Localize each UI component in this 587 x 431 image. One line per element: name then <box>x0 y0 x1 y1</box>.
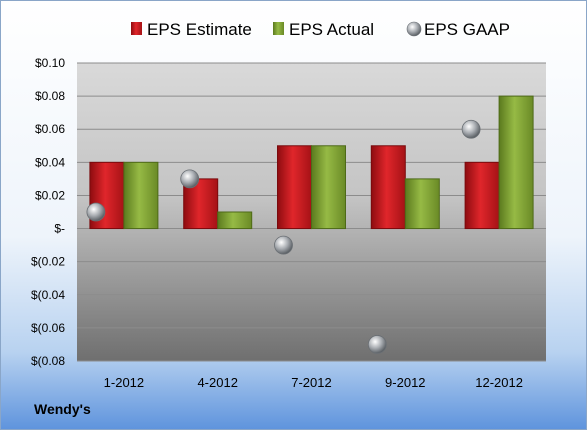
y-tick-label: $0.02 <box>35 188 65 202</box>
marker-eps-gaap <box>180 169 200 189</box>
legend-swatch-actual <box>273 22 284 35</box>
marker-eps-gaap <box>461 119 481 139</box>
bar-eps-actual <box>123 161 159 230</box>
marker-eps-gaap <box>86 202 106 222</box>
y-tick-label: $0.08 <box>35 89 65 103</box>
x-tick-label: 9-2012 <box>385 375 425 390</box>
marker-eps-gaap <box>367 335 387 354</box>
x-tick-label: 7-2012 <box>291 375 331 390</box>
legend-label: EPS Actual <box>289 20 374 39</box>
y-tick-label: $0.04 <box>35 155 65 169</box>
legend-label: EPS Estimate <box>147 20 252 39</box>
y-tick-label: $0.10 <box>35 56 65 70</box>
y-tick-label: $(0.06 <box>31 321 65 335</box>
bar-eps-estimate <box>277 145 312 230</box>
y-tick-label: $(0.04 <box>31 288 65 302</box>
x-tick-label: 12-2012 <box>475 375 523 390</box>
bar-eps-estimate <box>370 145 406 230</box>
y-tick-label: $- <box>54 222 65 236</box>
legend-swatch-estimate <box>131 22 142 35</box>
bar-eps-actual <box>498 95 534 230</box>
bar-eps-actual <box>311 145 346 230</box>
legend-swatch-gaap <box>406 21 422 37</box>
y-tick-label: $(0.08 <box>31 354 65 368</box>
company-name: Wendy's <box>34 401 91 417</box>
legend-label: EPS GAAP <box>424 20 510 39</box>
marker-eps-gaap <box>274 235 293 255</box>
x-tick-label: 1-2012 <box>104 375 144 390</box>
bar-eps-actual <box>217 211 253 230</box>
bar-eps-actual <box>404 178 440 230</box>
x-tick-label: 4-2012 <box>197 375 237 390</box>
y-tick-label: $0.06 <box>35 122 65 136</box>
y-tick-label: $(0.02 <box>31 255 65 269</box>
bar-eps-estimate <box>464 161 500 230</box>
